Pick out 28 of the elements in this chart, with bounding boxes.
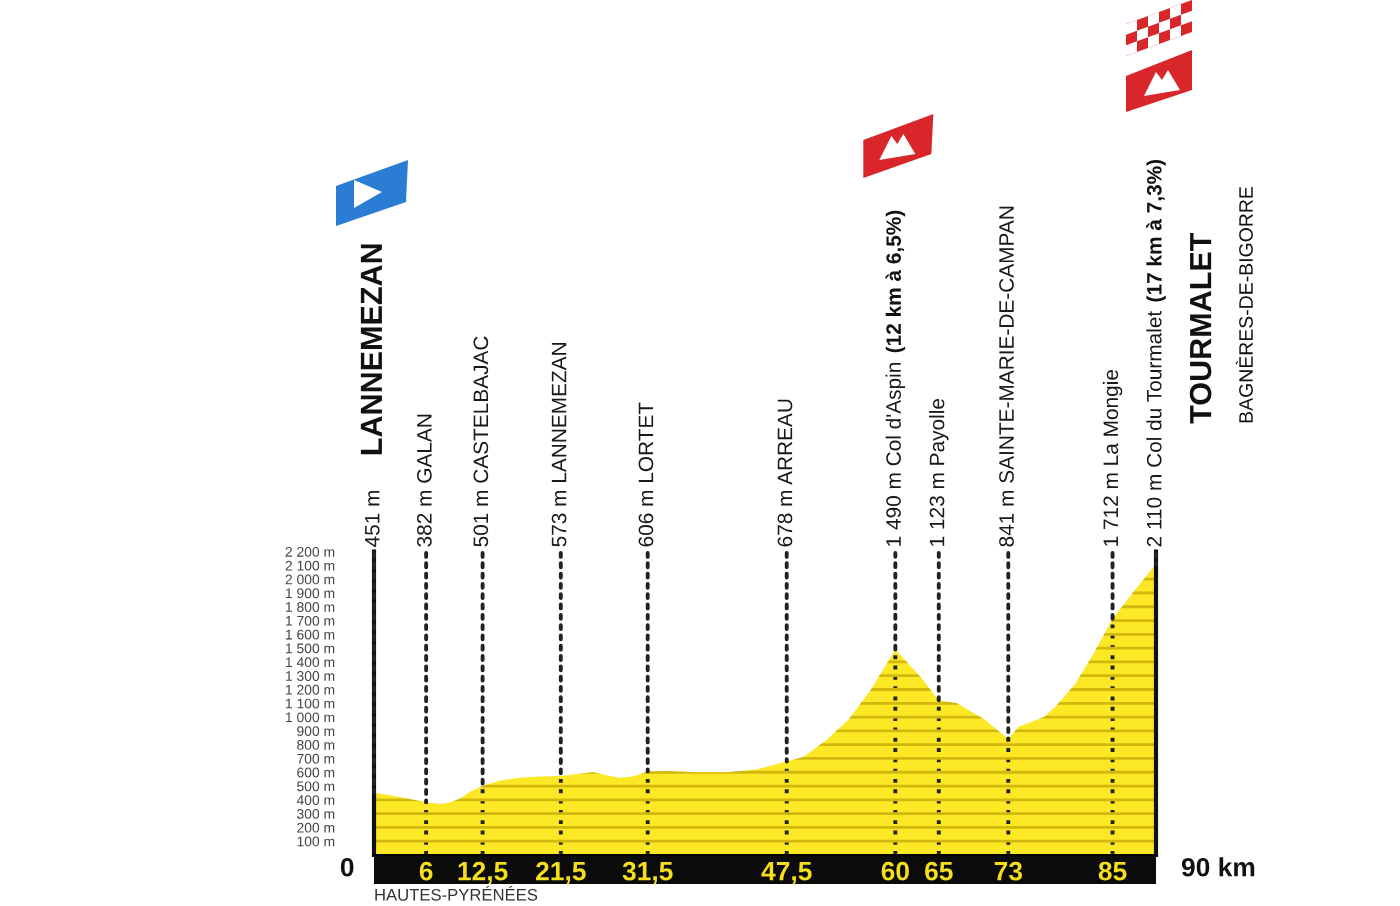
- x-tick-label: 73: [994, 861, 1023, 881]
- annotation: 606 m LORTET: [638, 402, 654, 547]
- annotation: 501 m CASTELBAJAC: [473, 336, 489, 547]
- annotation: 678 m ARREAU: [777, 399, 793, 547]
- text: (12 km à 6,5%): [885, 210, 906, 353]
- x-tick-label: 47,5: [761, 862, 812, 885]
- annotation: 1 490 m Col d'Aspin: [885, 362, 906, 546]
- x-tick-label: 21,5: [536, 861, 586, 885]
- text: BAGNÈRES-DE-BIGORRE: [1235, 186, 1253, 423]
- annotation: 2 110 m Col du Tourmalet: [1146, 310, 1162, 547]
- text: TOURMALET: [1189, 232, 1212, 424]
- annotation: 1 712 m La Mongie: [1102, 370, 1123, 546]
- text: LANNEMEZAN: [360, 244, 382, 455]
- annotation: 573 m LANNEMEZAN: [551, 343, 567, 547]
- annotation: 451 m: [365, 490, 380, 547]
- text: 90 km: [1181, 857, 1255, 877]
- x-tick-label: 85: [1098, 861, 1127, 881]
- annotation: 382 m GALAN: [416, 414, 432, 547]
- x-tick-label: 6: [419, 861, 433, 881]
- text: (17 km à 7,3%): [1146, 159, 1166, 302]
- x-tick-label: 12,5: [458, 861, 508, 885]
- x-tick-label: 31,5: [622, 861, 673, 885]
- annotation: 1 123 m Payolle: [929, 398, 949, 546]
- x-tick-label: 60: [881, 861, 909, 881]
- text: 0: [340, 857, 354, 877]
- annotation: 841 m SAINTE-MARIE-DE-CAMPAN: [999, 206, 1014, 547]
- x-tick-label: 65: [925, 861, 953, 881]
- text: HAUTES-PYRÉNÉES: [375, 886, 538, 901]
